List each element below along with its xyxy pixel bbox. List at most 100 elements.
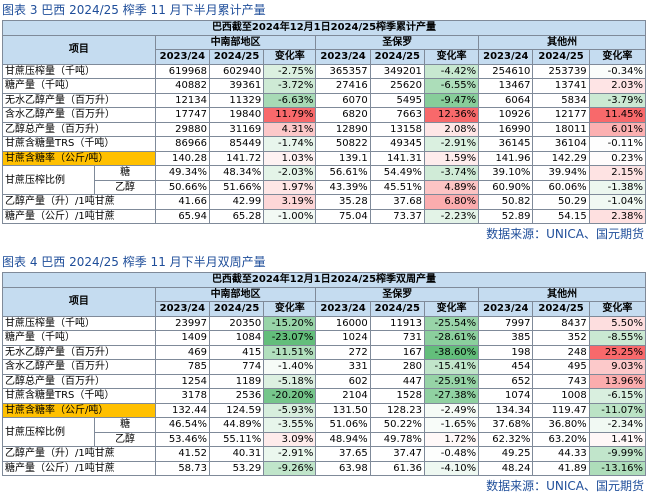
change-cell: -1.74%	[263, 136, 317, 152]
value-cell: 365357	[315, 63, 371, 79]
value-cell: 785	[154, 359, 210, 375]
change-cell: -6.63%	[263, 92, 317, 108]
item-header: 项目	[2, 286, 156, 317]
sub-header: 变化率	[263, 49, 317, 65]
value-cell: 10926	[478, 107, 534, 123]
row-label: 乙醇产量（升）/1吨甘蔗	[2, 446, 156, 462]
change-cell: 0.23%	[588, 150, 647, 166]
value-cell: 40882	[154, 78, 210, 94]
value-cell: 44.33	[532, 446, 590, 462]
value-cell: 36104	[532, 136, 590, 152]
data-row: 甘蔗压榨量（千吨） 619968 602940 -2.75% 365357 349201-…	[2, 63, 647, 79]
row-label: 甘蔗含糖量TRS（千吨）	[2, 136, 156, 152]
value-cell: 31169	[208, 121, 265, 137]
change-cell: 1.41%	[588, 431, 647, 447]
value-cell: 352	[532, 330, 590, 346]
sub-header: 2023/24	[478, 49, 534, 65]
data-row: 甘蔗压榨比例糖 49.34% 48.34% -2.03% 56.61% 54.49% -3.…	[1, 165, 647, 195]
value-cell: 1409	[154, 330, 210, 346]
row-label: 含水乙醇产量（百万升）	[2, 107, 156, 123]
change-cell: -15.20%	[263, 315, 317, 331]
sub-header: 2024/25	[532, 49, 590, 65]
value-cell: 39.10%	[478, 165, 534, 181]
value-cell: 454	[478, 359, 534, 375]
data-row: 无水乙醇产量（百万升） 469 415 -11.51% 272 167 -38.60% 198…	[2, 344, 647, 360]
value-cell: 13741	[532, 78, 590, 94]
value-cell: 495	[532, 359, 590, 375]
value-cell: 124.59	[208, 402, 265, 418]
sub-header: 变化率	[423, 301, 480, 317]
value-cell: 602940	[208, 63, 265, 79]
row-label: 甘蔗含糖率（公斤/吨）	[2, 150, 156, 166]
value-cell: 280	[369, 359, 425, 375]
value-cell: 48.94%	[315, 431, 371, 447]
sub-header: 2023/24	[478, 301, 534, 317]
change-cell: -0.11%	[588, 136, 647, 152]
value-cell: 86966	[154, 136, 210, 152]
change-cell: -6.15%	[588, 388, 647, 404]
value-cell: 51.66%	[208, 179, 265, 195]
value-cell: 41.52	[154, 446, 210, 462]
data-row: 甘蔗含糖量TRS（千吨） 3178 2536 -20.20% 2104 1528 -27.3…	[2, 388, 647, 404]
data-row: 甘蔗压榨比例糖 46.54% 44.89% -3.55% 51.06% 50.22% -1.…	[1, 417, 647, 447]
row-label: 无水乙醇产量（百万升）	[2, 344, 156, 360]
sub-header: 2024/25	[208, 301, 265, 317]
sub-header: 2023/24	[315, 301, 371, 317]
row-label: 乙醇总产量（百万升）	[2, 121, 156, 137]
value-cell: 53.29	[208, 460, 265, 476]
value-cell: 139.1	[315, 150, 371, 166]
value-cell: 18011	[532, 121, 590, 137]
item-header: 项目	[2, 34, 156, 65]
change-cell: -38.60%	[423, 344, 480, 360]
change-cell: -0.48%	[423, 446, 480, 462]
value-cell: 25620	[369, 78, 425, 94]
change-cell: -3.72%	[263, 78, 317, 94]
value-cell: 2536	[208, 388, 265, 404]
value-cell: 54.15	[532, 208, 590, 224]
change-cell: -0.34%	[588, 63, 647, 79]
table-block: 图表 3 巴西 2024/25 榨季 11 月下半月累计产量 巴西截至2024年1…	[0, 0, 648, 244]
sub-header: 2023/24	[154, 49, 210, 65]
row-label: 甘蔗含糖量TRS（千吨）	[2, 388, 156, 404]
value-cell: 12177	[532, 107, 590, 123]
change-cell: -6.55%	[423, 78, 480, 94]
row-label: 糖产量（千吨）	[2, 330, 156, 346]
value-cell: 58.73	[154, 460, 210, 476]
value-cell: 27416	[315, 78, 371, 94]
change-cell: -2.34%	[588, 417, 647, 433]
change-cell: -25.54%	[423, 315, 480, 331]
value-cell: 331	[315, 359, 371, 375]
value-cell: 272	[315, 344, 371, 360]
value-cell: 11329	[208, 92, 265, 108]
value-cell: 65.94	[154, 208, 210, 224]
value-cell: 5834	[532, 92, 590, 108]
change-cell: 25.25%	[588, 344, 647, 360]
row-label: 乙醇总产量（百万升）	[2, 373, 156, 389]
change-cell: 1.59%	[423, 150, 480, 166]
row-label: 无水乙醇产量（百万升）	[2, 92, 156, 108]
sub-header: 变化率	[423, 49, 480, 65]
value-cell: 602	[315, 373, 371, 389]
value-cell: 37.68%	[478, 417, 534, 433]
change-cell: -9.99%	[588, 446, 647, 462]
header-row: 巴西截至2024年12月1日2024/25榨季双周产量	[2, 272, 646, 288]
value-cell: 36.80%	[532, 417, 590, 433]
value-cell: 385	[478, 330, 534, 346]
change-cell: -11.51%	[263, 344, 317, 360]
row-label: 乙醇产量（升）/1吨甘蔗	[2, 194, 156, 210]
value-cell: 55.11%	[208, 431, 265, 447]
sub-header: 2024/25	[532, 301, 590, 317]
data-row: 含水乙醇产量（百万升） 785 774 -1.40% 331 280 -15.41% 454 4…	[2, 359, 647, 375]
change-cell: -13.16%	[588, 460, 647, 476]
table-title: 图表 4 巴西 2024/25 榨季 11 月下半月双周产量	[2, 255, 266, 269]
value-cell: 73.37	[369, 208, 425, 224]
value-cell: 2104	[315, 388, 371, 404]
data-row: 乙醇总产量（百万升） 1254 1189 -5.18% 602 447 -25.91% 652…	[2, 373, 647, 389]
value-cell: 48.24	[478, 460, 534, 476]
value-cell: 40.31	[208, 446, 265, 462]
value-cell: 254610	[478, 63, 534, 79]
value-cell: 619968	[154, 63, 210, 79]
value-cell: 13158	[369, 121, 425, 137]
value-cell: 1074	[478, 388, 534, 404]
value-cell: 61.36	[369, 460, 425, 476]
